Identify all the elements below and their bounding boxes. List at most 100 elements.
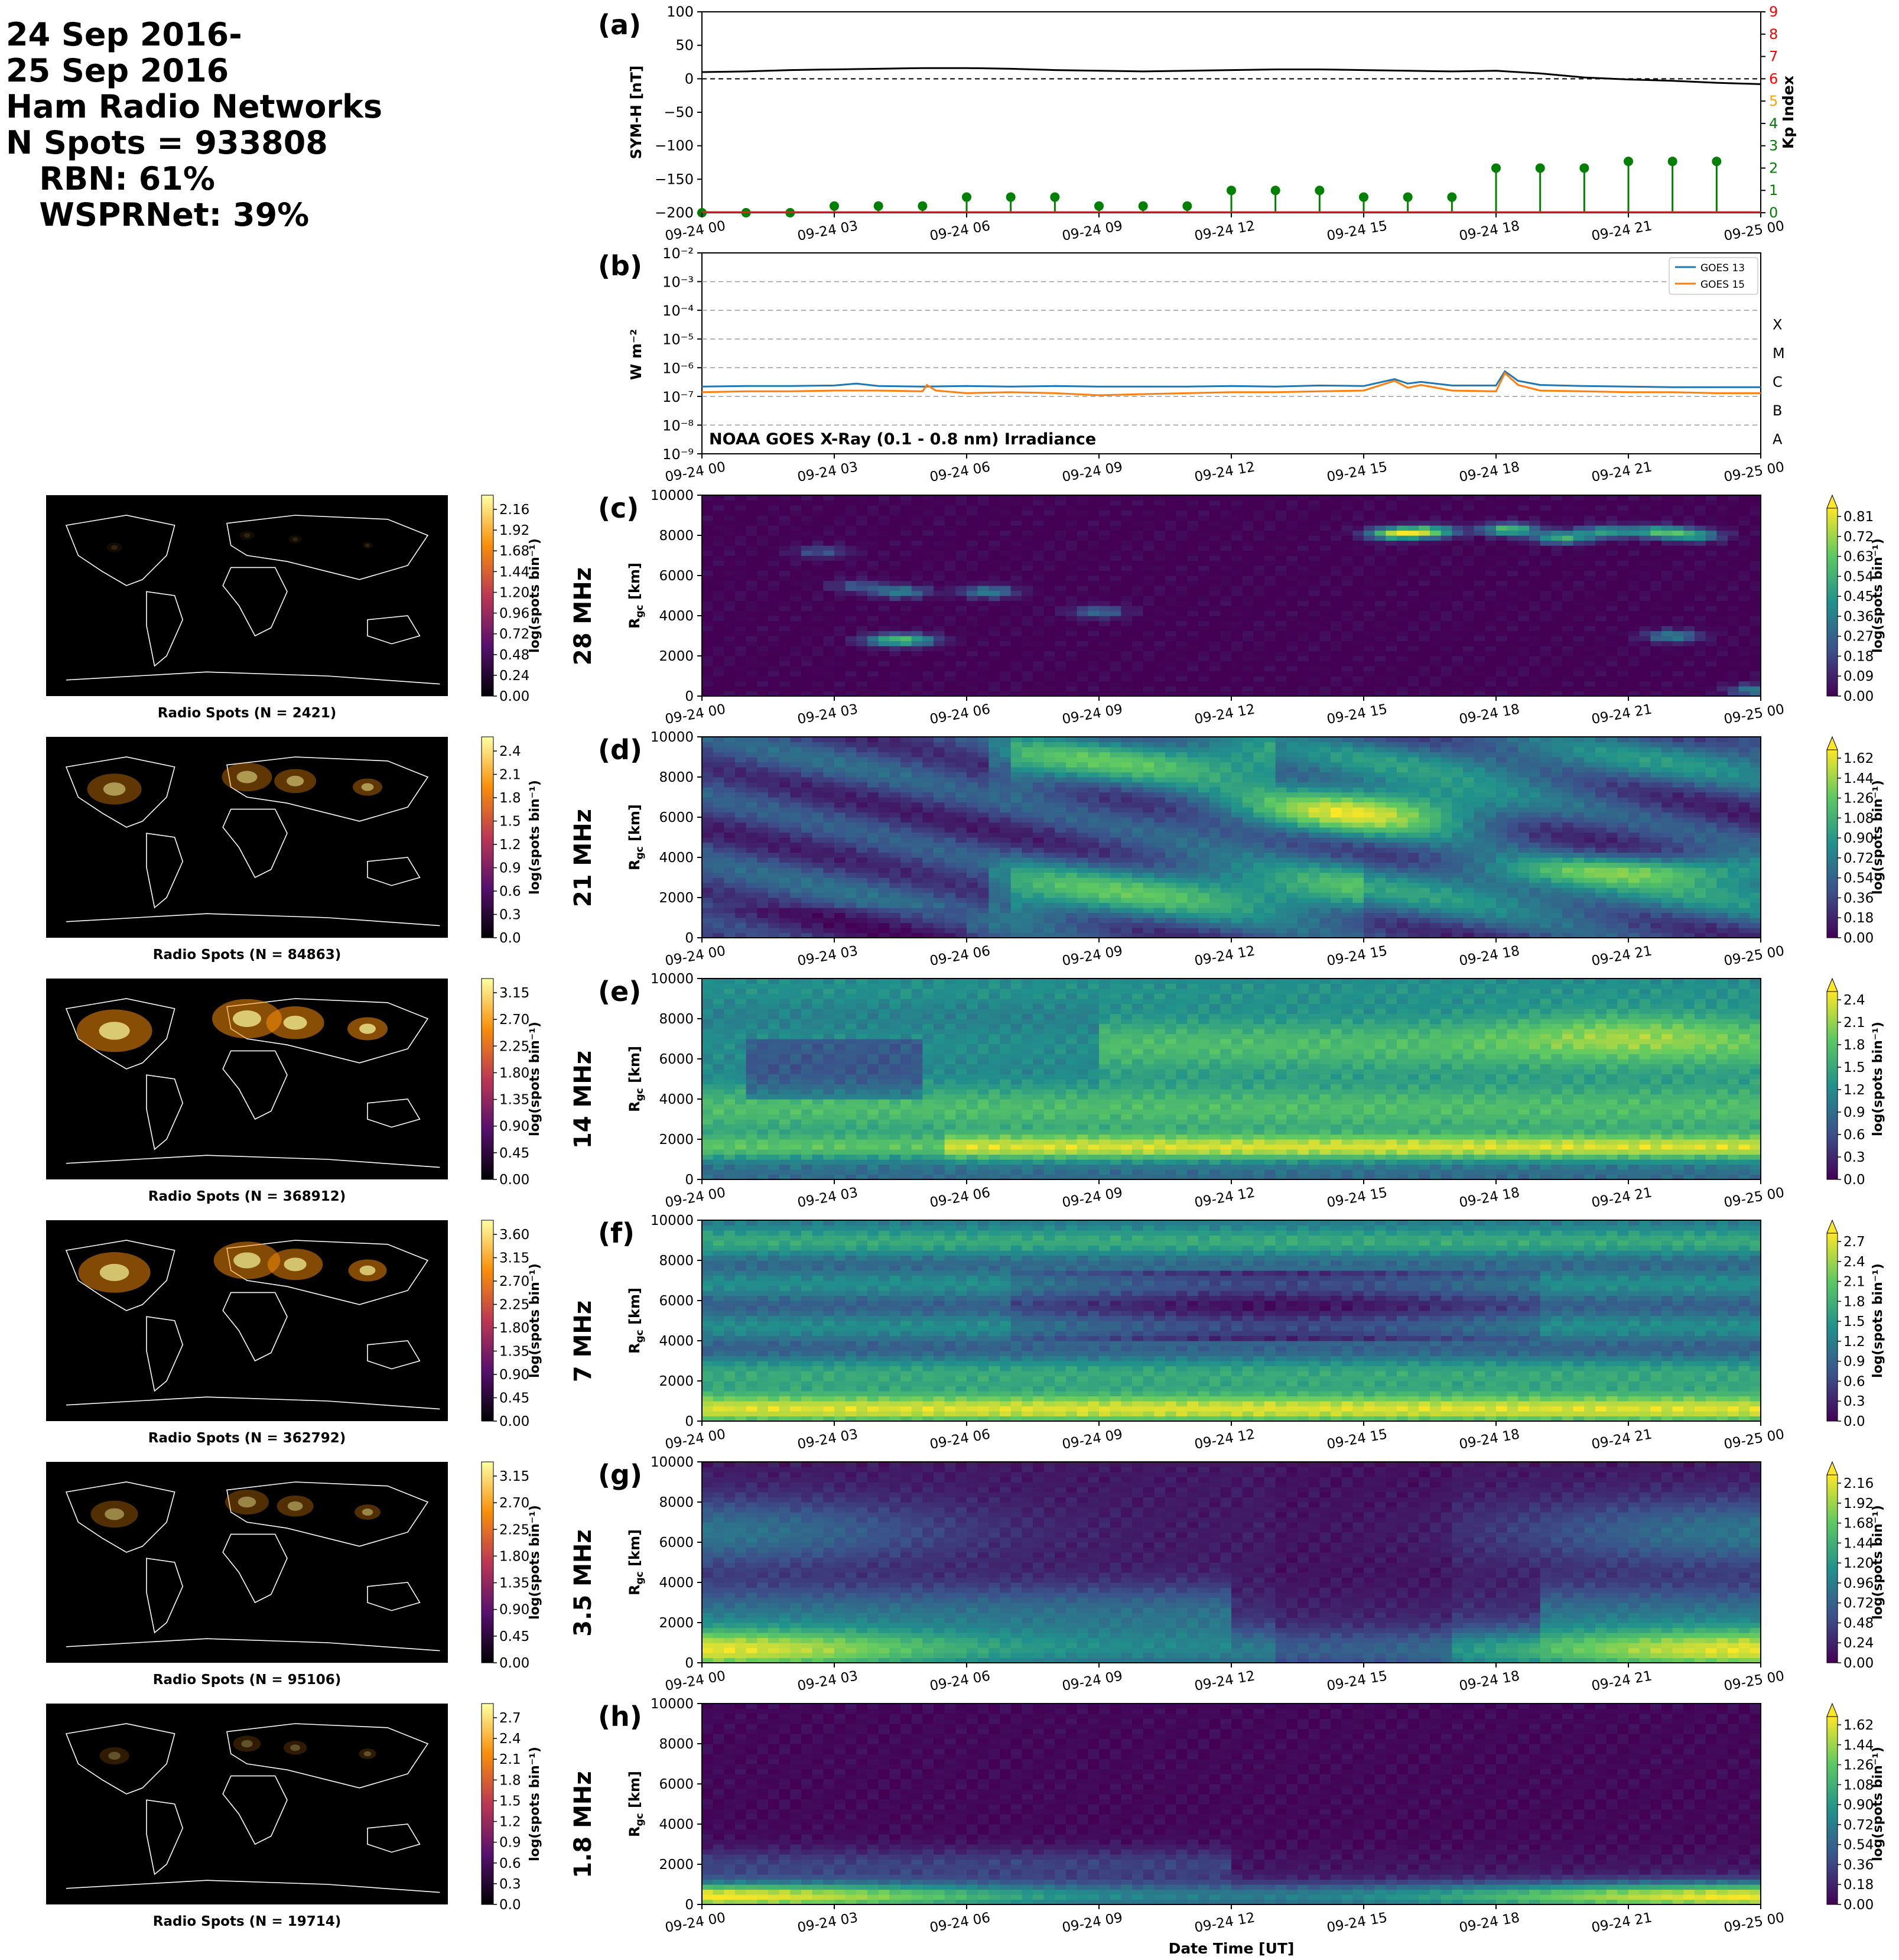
heatmap-cell [713,495,724,501]
heatmap-cell [1132,525,1144,531]
heatmap-cell [779,802,791,808]
heatmap-cell [713,767,724,773]
heatmap-cell [779,862,791,868]
heatmap-cell [1033,590,1045,596]
heatmap-cell [1165,666,1177,672]
heatmap-cell [1452,500,1464,506]
heatmap-cell [823,888,835,893]
heatmap-cell [1187,666,1199,672]
heatmap-cell [1650,545,1662,551]
heatmap-cell [867,681,879,687]
heatmap-cell [900,646,912,652]
heatmap-cell [1584,520,1596,526]
heatmap-cell [1187,676,1199,682]
heatmap-cell [1430,626,1442,632]
heatmap-cell [878,560,890,566]
heatmap-cell [779,515,791,521]
heatmap-cell [735,666,747,672]
heatmap-cell [1452,510,1464,516]
heatmap-cell [1099,510,1111,516]
heatmap-cell [1010,510,1022,516]
heatmap-cell [801,737,813,743]
heatmap-cell [1562,616,1574,622]
heatmap-cell [934,676,945,682]
heatmap-cell [878,742,890,747]
heatmap-cell [779,908,791,914]
heatmap-cell [867,576,879,581]
heatmap-cell [1452,525,1464,531]
heatmap-cell [1176,636,1188,642]
heatmap-cell [1132,530,1144,536]
heatmap-cell [1000,691,1012,697]
heatmap-cell [1463,510,1475,516]
heatmap-cell [955,565,967,571]
heatmap-cell [724,691,736,697]
heatmap-cell [1066,570,1078,576]
heatmap-cell [1440,560,1452,566]
heatmap-cell [1010,641,1022,646]
heatmap-cell [1507,600,1518,606]
heatmap-cell [856,565,868,571]
heatmap-cell [1430,616,1442,622]
heatmap-cell [1584,500,1596,506]
heatmap-cell [1165,545,1177,551]
rtp-ylabel-unit: [km] [626,563,643,604]
heatmap-cell [1341,616,1353,622]
heatmap-cell [790,500,802,506]
heatmap-cell [878,630,890,636]
heatmap-cell [1242,626,1254,632]
heatmap-cell [1298,600,1309,606]
heatmap-cell [1430,500,1442,506]
heatmap-cell [1043,550,1055,556]
heatmap-cell [1573,565,1585,571]
heatmap-cell [1099,620,1111,626]
heatmap-cell [1298,671,1309,677]
heatmap-cell [1518,545,1530,551]
heatmap-cell [911,525,923,531]
heatmap-cell [1705,656,1717,662]
heatmap-cell [1022,610,1033,616]
heatmap-cell [1639,651,1651,656]
heatmap-cell [1010,620,1022,626]
heatmap-cell [1452,570,1464,576]
heatmap-cell [1672,610,1684,616]
heatmap-cell [1043,545,1055,551]
heatmap-cell [878,495,890,501]
heatmap-cell [1352,576,1364,581]
heatmap-cell [1077,600,1088,606]
heatmap-cell [823,742,835,747]
heatmap-cell [735,752,747,758]
heatmap-cell [1308,686,1320,692]
heatmap-cell [856,580,868,586]
heatmap-cell [934,510,945,516]
heatmap-cell [1341,671,1353,677]
heatmap-cell [746,807,757,813]
heatmap-cell [911,515,923,521]
heatmap-cell [746,666,757,672]
heatmap-cell [746,505,757,511]
heatmap-cell [1198,510,1210,516]
panel-a-ytick-label: −50 [664,104,694,121]
heatmap-cell [735,772,747,778]
heatmap-cell [967,686,978,692]
heatmap-cell [1077,550,1088,556]
heatmap-cell [713,530,724,536]
heatmap-cell [1639,681,1651,687]
heatmap-cell [1110,606,1121,612]
heatmap-cell [1584,560,1596,566]
heatmap-cell [1143,671,1155,677]
heatmap-cell [1099,676,1111,682]
heatmap-cell [856,676,868,682]
heatmap-cell [724,535,736,541]
heatmap-cell [1419,616,1430,622]
heatmap-cell [988,520,1000,526]
heatmap-cell [1374,570,1386,576]
heatmap-cell [1253,550,1265,556]
heatmap-cell [768,862,780,868]
heatmap-cell [702,651,714,656]
heatmap-cell [1386,586,1397,591]
heatmap-cell [757,827,769,833]
heatmap-cell [1650,596,1662,602]
heatmap-cell [779,832,791,838]
heatmap-cell [834,898,846,903]
